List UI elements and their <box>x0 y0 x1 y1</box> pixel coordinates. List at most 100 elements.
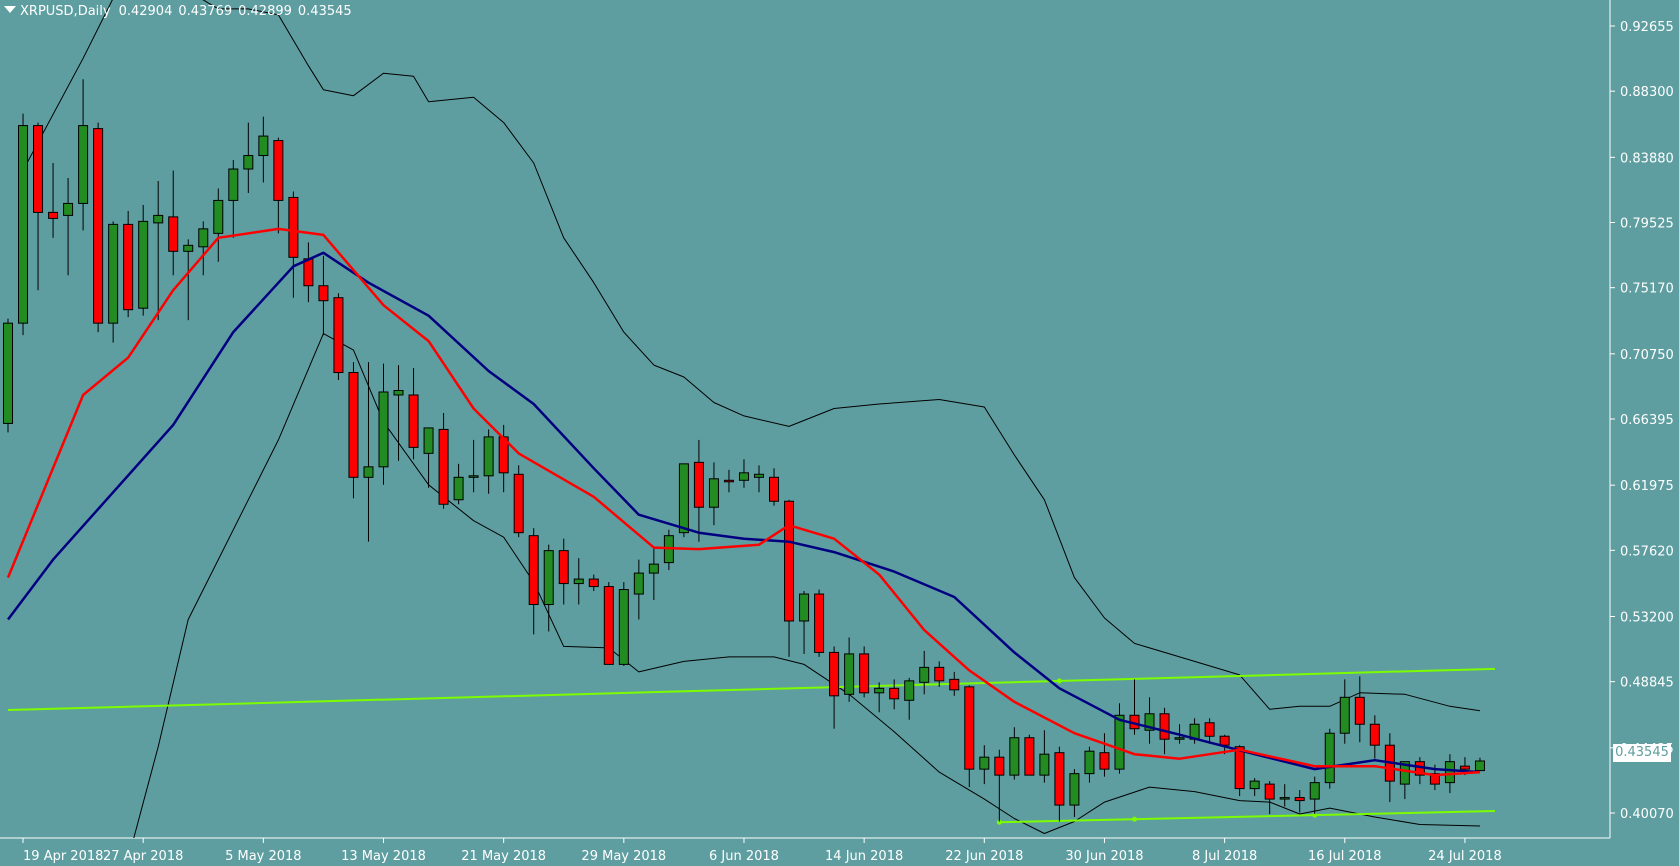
bull-candle-body <box>1309 782 1320 800</box>
bull-candle-body <box>363 466 374 478</box>
y-tick-label: 0.92655 <box>1620 20 1674 35</box>
candle <box>693 439 704 542</box>
candle <box>588 574 599 592</box>
bull-candle-body <box>1474 760 1485 772</box>
bear-candle-body <box>1204 722 1215 737</box>
candle <box>738 459 749 488</box>
candle <box>904 677 915 720</box>
candle <box>288 191 299 298</box>
bull-candle-body <box>678 463 689 534</box>
y-tick-label: 0.88300 <box>1620 85 1674 100</box>
candle <box>273 137 284 234</box>
trendline-anchor-point[interactable] <box>996 819 1002 825</box>
trendline-anchor-point[interactable] <box>1056 678 1062 684</box>
y-tick-label: 0.57620 <box>1620 544 1674 559</box>
lower-trendline[interactable] <box>999 810 1496 824</box>
bull-candle-body <box>18 125 29 324</box>
bear-candle-body <box>1354 696 1365 725</box>
candle <box>378 363 389 485</box>
bear-candle-body <box>1429 773 1440 785</box>
x-tick-label: 14 Jun 2018 <box>825 849 903 864</box>
candle <box>153 180 164 321</box>
bear-candle-body <box>1264 783 1275 800</box>
candle <box>1474 757 1485 772</box>
candle <box>438 412 449 509</box>
bear-candle-body <box>1024 737 1035 776</box>
candle <box>1354 676 1365 743</box>
bull-candle-body <box>198 228 209 248</box>
candle <box>183 239 194 321</box>
candle <box>1144 697 1155 744</box>
bull-candle-body <box>799 593 810 622</box>
bull-candle-body <box>1009 737 1020 776</box>
bull-candle-body <box>213 199 224 234</box>
bull-candle-body <box>1444 761 1455 784</box>
bull-candle-body <box>633 572 644 595</box>
bull-candle-body <box>1279 797 1290 800</box>
candle <box>1114 703 1125 774</box>
bear-candle-body <box>123 223 134 311</box>
bull-candle-body <box>3 322 13 424</box>
trendlines[interactable] <box>7 667 1496 825</box>
candle <box>1249 778 1260 797</box>
x-tick-label: 6 Jun 2018 <box>709 849 779 864</box>
bull-candle-body <box>1114 714 1125 770</box>
bull-candle-body <box>1324 732 1335 784</box>
bear-candle-body <box>408 394 419 448</box>
candle <box>1294 790 1305 813</box>
ohlc-close: 0.43545 <box>297 4 352 19</box>
candle <box>18 113 29 336</box>
bear-candle-body <box>558 550 569 585</box>
bollinger-bands <box>22 0 1481 838</box>
ohlc-open: 0.42904 <box>118 4 173 19</box>
y-tick-label: 0.83880 <box>1620 151 1674 166</box>
x-tick-label: 13 May 2018 <box>341 849 426 864</box>
candle <box>1414 757 1425 785</box>
chart-grid <box>0 0 1611 839</box>
bollinger-upper-band <box>22 0 1481 712</box>
bear-candle-body <box>1054 752 1065 806</box>
bull-candle-body <box>904 680 915 701</box>
bear-candle-body <box>859 653 870 694</box>
bear-candle-body <box>168 216 179 252</box>
dropdown-triangle-icon[interactable] <box>4 6 16 13</box>
candle <box>784 499 795 657</box>
trendline-anchor-point[interactable] <box>1132 816 1137 822</box>
bull-candle-body <box>874 687 885 694</box>
candle <box>1054 746 1065 822</box>
bear-candle-body <box>994 756 1005 776</box>
bull-candle-body <box>483 436 494 477</box>
candle <box>603 582 614 665</box>
bear-candle-body <box>333 297 344 374</box>
bull-candle-body <box>1399 761 1410 785</box>
bull-candle-body <box>844 653 855 695</box>
candle <box>243 122 254 193</box>
candle <box>1129 679 1140 735</box>
upper-trendline[interactable] <box>7 667 1496 712</box>
bull-candle-body <box>543 550 554 606</box>
candlesticks <box>3 79 1485 822</box>
bear-candle-body <box>814 593 825 653</box>
bull-candle-body <box>919 666 930 683</box>
bull-candle-body <box>228 168 239 201</box>
trendline-anchor-point[interactable] <box>1312 812 1318 818</box>
bear-candle-body <box>723 479 734 483</box>
candle <box>258 116 269 183</box>
candle <box>468 439 479 493</box>
bull-candle-body <box>153 214 164 224</box>
bull-candle-body <box>1249 780 1260 790</box>
candle <box>213 188 224 262</box>
candle <box>453 463 464 505</box>
candle <box>1399 761 1410 800</box>
bear-candle-body <box>348 372 359 478</box>
symbol-header: XRPUSD,Daily 0.42904 0.43769 0.42899 0.43545 <box>4 4 358 19</box>
bear-candle-body <box>693 461 704 508</box>
price-axis[interactable]: 0.92655 0.88300 0.83880 0.79525 0.75170 0.707… <box>1610 20 1674 822</box>
time-axis[interactable]: 19 Apr 2018 27 Apr 2018 5 May 2018 13 May 2… <box>22 838 1502 864</box>
bull-candle-body <box>648 563 659 574</box>
x-tick-label: 27 Apr 2018 <box>103 849 183 864</box>
x-tick-label: 19 Apr 2018 <box>23 849 103 864</box>
candle <box>1234 745 1245 797</box>
candle <box>48 163 59 238</box>
